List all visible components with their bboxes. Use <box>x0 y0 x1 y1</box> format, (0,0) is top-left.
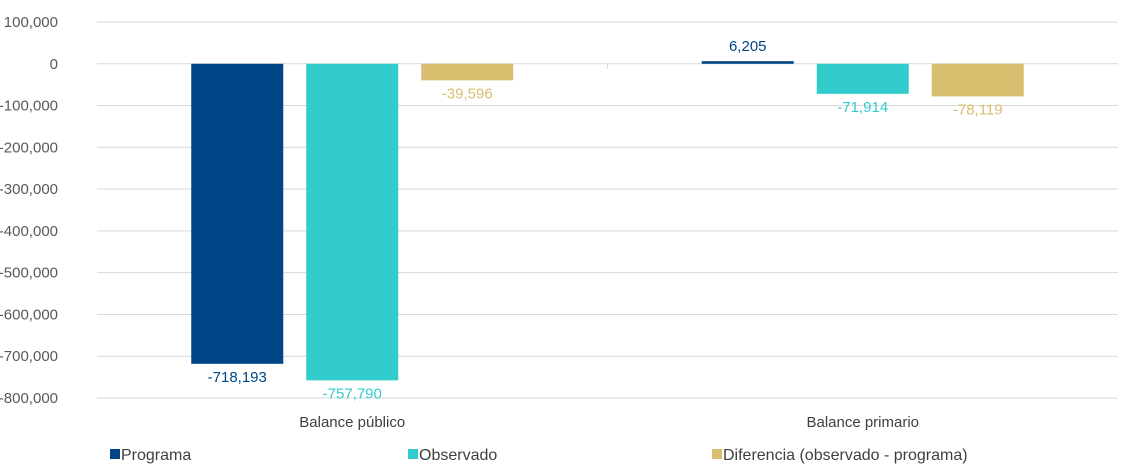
legend-swatch <box>408 449 418 459</box>
legend-swatch <box>110 449 120 459</box>
y-tick-label: -700,000 <box>0 348 58 365</box>
bars <box>191 61 1024 381</box>
data-label: -718,193 <box>208 369 267 386</box>
data-label: -757,790 <box>323 385 382 402</box>
y-tick-label: 100,000 <box>4 14 58 31</box>
legend-label: Observado <box>419 447 497 464</box>
bar <box>701 61 794 64</box>
data-label: -78,119 <box>953 101 1003 118</box>
legend-label: Diferencia (observado - programa) <box>723 447 968 464</box>
y-axis-ticks: 100,000 0 -100,000 -200,000 -300,000 -400,000… <box>0 14 58 407</box>
data-label: 6,205 <box>729 38 767 55</box>
y-tick-label: -800,000 <box>0 390 58 407</box>
category-label: Balance público <box>299 414 405 431</box>
data-label: -39,596 <box>442 85 493 102</box>
bar <box>421 63 514 81</box>
y-tick-label: -300,000 <box>0 181 58 198</box>
bar <box>306 63 399 381</box>
category-axis: Balance público Balance primario <box>299 414 919 431</box>
y-tick-label: -200,000 <box>0 139 58 156</box>
data-label: -71,914 <box>837 99 888 116</box>
y-tick-label: -500,000 <box>0 265 58 282</box>
y-tick-label: -100,000 <box>0 98 58 115</box>
bar <box>816 63 909 94</box>
bar <box>931 63 1024 97</box>
y-tick-label: 0 <box>50 56 58 73</box>
legend-swatch <box>712 449 722 459</box>
legend: Programa Observado Diferencia (observado -… <box>110 447 968 464</box>
category-label: Balance primario <box>806 414 919 431</box>
legend-label: Programa <box>121 447 191 464</box>
bar <box>191 63 284 364</box>
y-tick-label: -600,000 <box>0 306 58 323</box>
y-tick-label: -400,000 <box>0 223 58 240</box>
data-labels: -718,193 -757,790 -39,596 6,205 -71,914 -78,1… <box>208 38 1003 402</box>
